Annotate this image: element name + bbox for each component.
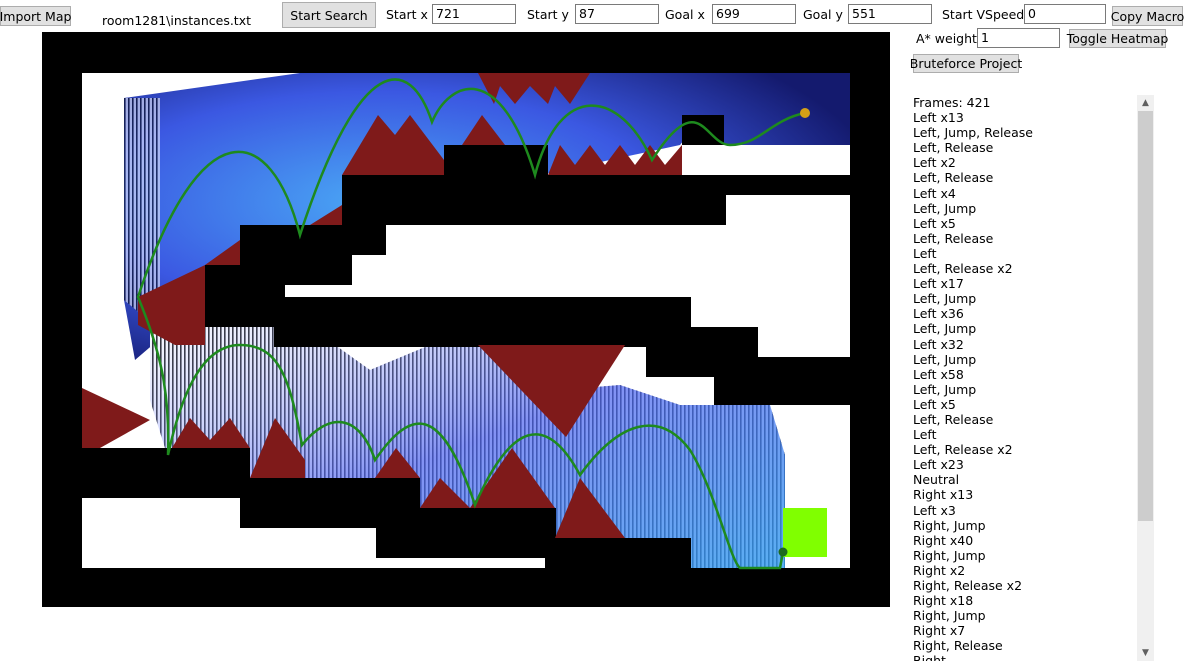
output-line: Right, Release x2 — [913, 578, 1023, 593]
output-line: Right, Jump — [913, 517, 986, 533]
start-marker — [800, 108, 810, 118]
output-line: Left — [913, 427, 937, 443]
output-line: Left, Release x2 — [913, 261, 1013, 277]
output-line: Left x5 — [913, 396, 956, 412]
output-line: Left x32 — [913, 336, 964, 352]
start-x-input[interactable]: 721 — [432, 4, 516, 24]
start-vspeed-input[interactable]: 0 — [1024, 4, 1106, 24]
astar-weight-label: A* weight — [916, 31, 977, 46]
heatmap-upper — [124, 73, 850, 360]
output-line: Left x3 — [913, 502, 956, 518]
heatmap-lower — [150, 320, 785, 568]
output-line: Right x18 — [913, 593, 974, 609]
bruteforce-project-button[interactable]: Bruteforce Project — [909, 54, 1023, 73]
output-scrollbar[interactable]: ▲ ▼ — [1137, 95, 1154, 661]
output-line: Left, Jump, Release — [913, 125, 1033, 141]
output-line: Left x36 — [913, 306, 964, 322]
output-line: Left, Jump — [913, 381, 977, 397]
goal-x-label: Goal x — [665, 7, 705, 22]
output-line: Left, Release — [913, 411, 994, 427]
start-y-input[interactable]: 87 — [575, 4, 659, 24]
output-line: Left, Jump — [913, 321, 977, 337]
output-line: Left x5 — [913, 215, 956, 231]
goal-y-label: Goal y — [803, 7, 843, 22]
import-map-button[interactable]: Import Map — [0, 6, 71, 26]
output-line: Frames: 421 — [913, 95, 991, 110]
output-line: Right, Jump — [913, 608, 986, 624]
output-line: Left x4 — [913, 185, 956, 201]
output-line: Left, Release — [913, 230, 994, 246]
astar-weight-input[interactable]: 1 — [977, 28, 1060, 48]
scroll-down-arrow-icon[interactable]: ▼ — [1142, 648, 1149, 658]
output-line: Left x17 — [913, 276, 964, 292]
toggle-heatmap-button[interactable]: Toggle Heatmap — [1066, 29, 1169, 48]
output-line: Left — [913, 245, 937, 261]
macro-output-list: Frames: 421 Left x13 Left, Jump, Release Le… — [913, 95, 1135, 661]
goal-zone — [783, 508, 827, 557]
scroll-up-arrow-icon[interactable]: ▲ — [1142, 98, 1149, 108]
copy-macro-button[interactable]: Copy Macro — [1111, 6, 1184, 26]
output-line: Right, Release — [913, 638, 1003, 654]
goal-x-input[interactable]: 699 — [712, 4, 796, 24]
output-line: Left x58 — [913, 366, 964, 382]
output-line: Left x13 — [913, 110, 964, 126]
spikes — [82, 73, 682, 538]
output-line: Left, Release — [913, 170, 994, 186]
start-search-button[interactable]: Start Search — [282, 2, 376, 28]
output-line: Right x40 — [913, 532, 974, 548]
output-line: Right — [913, 653, 946, 661]
start-x-label: Start x — [386, 7, 428, 22]
scroll-thumb[interactable] — [1138, 111, 1153, 521]
output-line: Left, Jump — [913, 291, 977, 307]
start-vspeed-label: Start VSpeed — [942, 7, 1025, 22]
output-line: Left, Jump — [913, 351, 977, 367]
output-line: Left, Release — [913, 140, 994, 156]
output-line: Left x2 — [913, 155, 956, 171]
wall-blocks — [82, 115, 850, 568]
start-y-label: Start y — [527, 7, 569, 22]
output-line: Right, Jump — [913, 547, 986, 563]
output-line: Neutral — [913, 472, 960, 488]
output-line: Right x2 — [913, 562, 966, 578]
map-canvas[interactable] — [42, 32, 890, 607]
output-line: Left, Release x2 — [913, 442, 1013, 458]
output-line: Right x7 — [913, 623, 966, 639]
output-line: Right x13 — [913, 487, 974, 503]
output-line: Left, Jump — [913, 200, 977, 216]
map-file-label: room1281\instances.txt — [102, 13, 251, 28]
goal-marker — [778, 547, 788, 557]
output-line: Left x23 — [913, 457, 964, 473]
solution-path — [136, 78, 806, 570]
goal-y-input[interactable]: 551 — [848, 4, 932, 24]
